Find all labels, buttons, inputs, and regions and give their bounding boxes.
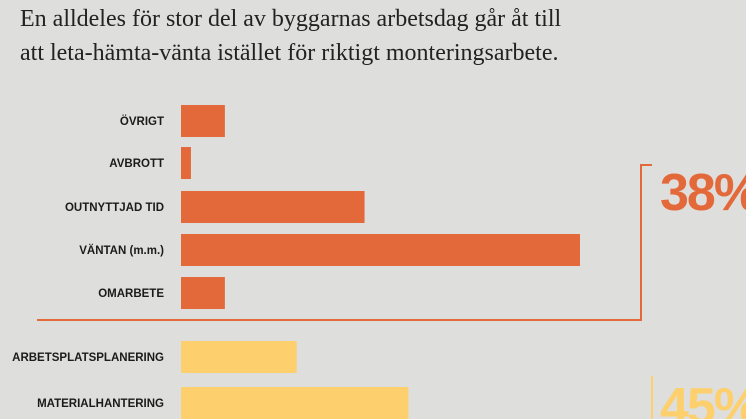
category-label-1: AVBROTT: [109, 158, 164, 170]
group-percent-1: 38%: [660, 164, 746, 222]
group-bracket-1: [37, 164, 652, 321]
title-line-1: En alldeles för stor del av byggarnas ar…: [20, 6, 562, 32]
bar-4: [181, 277, 225, 309]
bar-1: [181, 147, 191, 179]
title-line-2: att leta-hämta-vänta istället för riktig…: [20, 40, 559, 66]
category-label-3: VÄNTAN (m.m.): [79, 244, 164, 257]
group-percent-2: 45%: [660, 378, 746, 419]
category-label-4: OMARBETE: [98, 288, 164, 300]
bar-6: [181, 387, 409, 419]
category-label-2: OUTNYTTJAD TID: [65, 202, 164, 214]
bar-0: [181, 105, 225, 137]
bar-2: [181, 191, 365, 223]
category-label-0: ÖVRIGT: [120, 115, 164, 128]
category-label-6: MATERIALHANTERING: [37, 398, 164, 410]
chart-title: En alldeles för stor del av byggarnas ar…: [20, 2, 720, 70]
category-label-5: ARBETSPLATSPLANERING: [12, 352, 164, 364]
bar-5: [181, 341, 297, 373]
bar-3: [181, 234, 580, 266]
